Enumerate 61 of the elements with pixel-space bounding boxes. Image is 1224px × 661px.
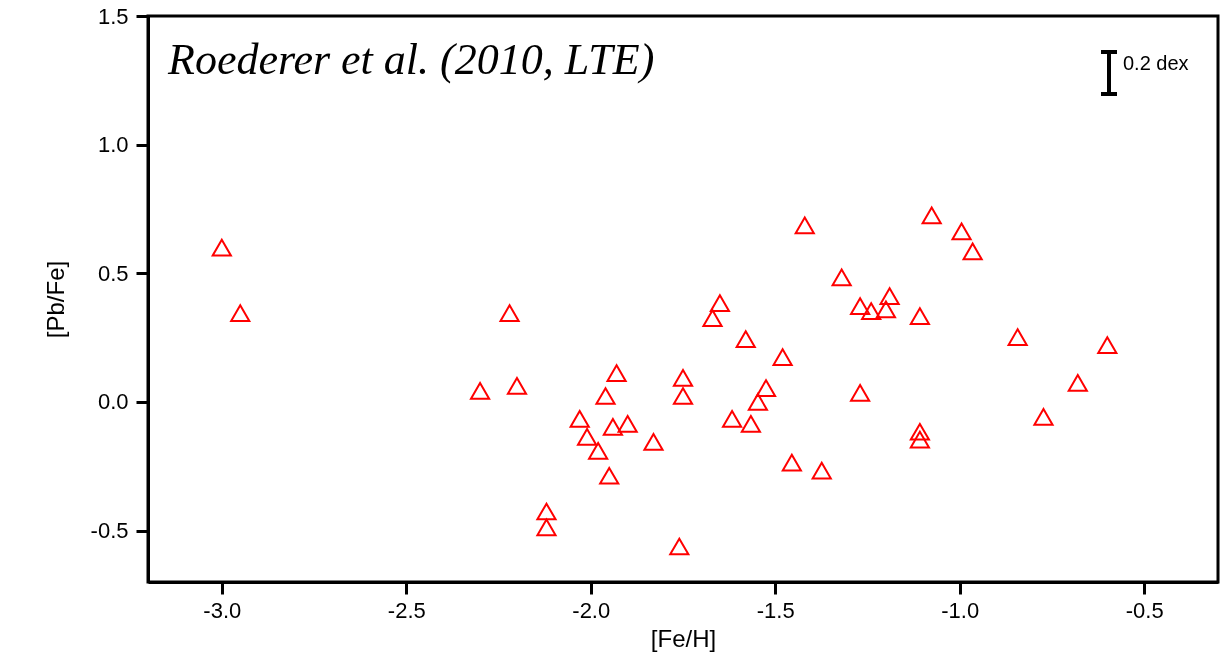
point (569, 410, 590, 428)
y-tick-label: 0.5 (97, 260, 129, 286)
point (875, 300, 897, 319)
point (772, 348, 793, 367)
point (499, 304, 520, 323)
y-tick-label: 1.5 (97, 3, 129, 29)
point (861, 302, 882, 320)
x-tick-label: -1.5 (756, 597, 795, 623)
point (1033, 407, 1054, 426)
point (831, 268, 852, 287)
x-tick-label: -1.0 (941, 597, 980, 623)
point (506, 377, 528, 395)
point (1007, 328, 1028, 346)
point (230, 304, 251, 323)
point (643, 432, 664, 451)
point (879, 287, 900, 306)
point (909, 430, 930, 449)
point (755, 379, 777, 397)
point (469, 381, 491, 400)
y-tick-label: 1.0 (97, 132, 129, 158)
point (909, 307, 930, 326)
point (781, 453, 802, 472)
point (1097, 336, 1118, 354)
point (962, 242, 983, 261)
point (850, 297, 871, 316)
x-tick-label: -2.5 (387, 597, 426, 623)
point (606, 364, 627, 382)
point (702, 309, 723, 327)
y-tick-label: 0.0 (97, 389, 129, 415)
point (850, 384, 871, 402)
point (909, 422, 930, 441)
point (595, 387, 616, 405)
x-tick-label: -2.0 (572, 597, 611, 623)
point (951, 222, 972, 241)
point (794, 216, 815, 235)
point (740, 414, 761, 433)
point (617, 414, 638, 433)
point (672, 387, 694, 405)
point (811, 461, 832, 480)
y-tick-label: -0.5 (90, 518, 129, 544)
point (211, 238, 232, 257)
point (536, 518, 557, 537)
point (921, 206, 942, 225)
point (599, 466, 620, 485)
point (709, 294, 730, 312)
point (1067, 374, 1088, 392)
point (536, 502, 557, 521)
point (735, 330, 756, 348)
point (602, 418, 623, 436)
point (669, 537, 690, 556)
annotation: Roederer et al. (2010, LTE) (167, 35, 655, 84)
point (588, 441, 609, 460)
point (747, 393, 768, 411)
x-tick-label: -3.0 (203, 597, 242, 623)
annotation: 0.2 dex (1123, 52, 1189, 74)
y-axis-title: [Pb/Fe] (41, 260, 69, 339)
point (672, 369, 694, 387)
x-tick-label: -0.5 (1125, 597, 1164, 623)
x-axis-title: [Fe/H] (650, 624, 717, 652)
point (576, 428, 598, 446)
point (721, 410, 743, 428)
